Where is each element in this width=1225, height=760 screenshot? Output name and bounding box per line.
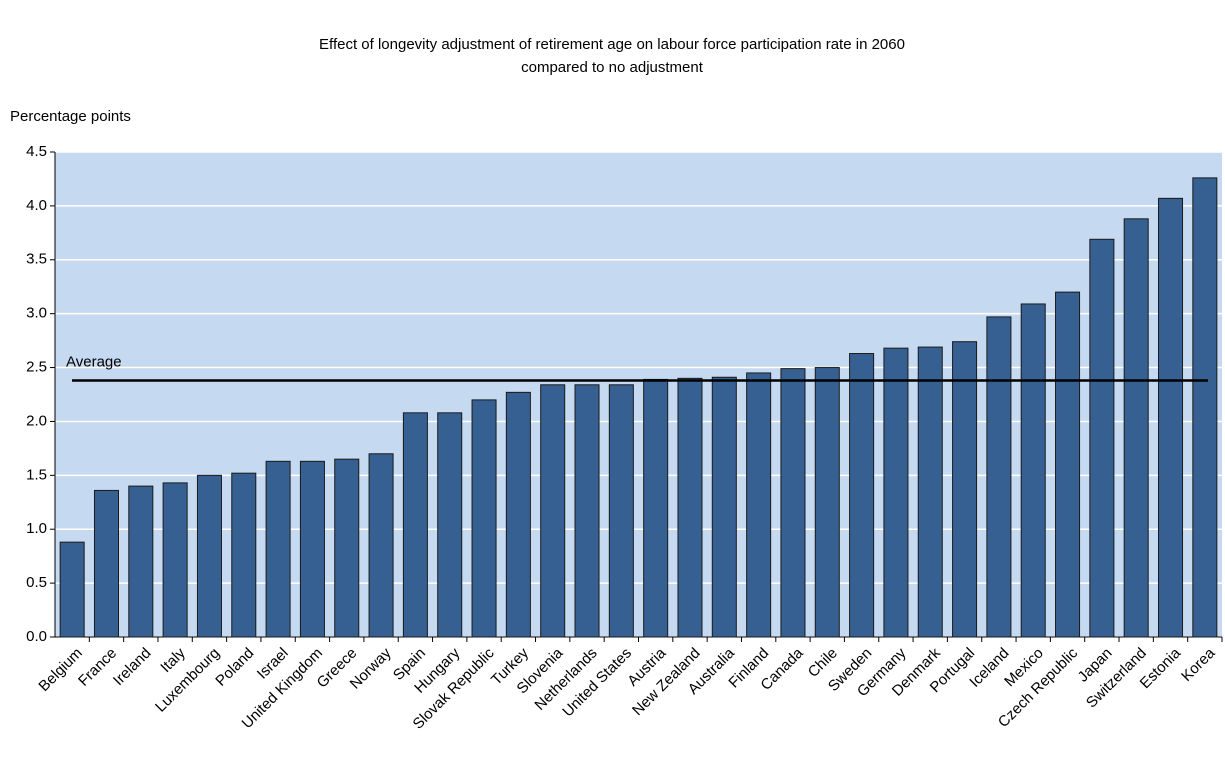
bar [231,472,257,638]
y-tick-label: 3.5 [26,251,47,268]
y-tick-label: 1.0 [26,520,47,537]
bar [334,458,360,638]
bar [952,341,978,638]
bar [643,378,669,638]
y-tick-label: 4.0 [26,197,47,214]
bar [814,367,840,638]
chart-subtitle: compared to no adjustment [521,59,704,76]
bar [849,353,875,638]
y-tick-label: 4.5 [26,143,47,160]
bar [471,399,497,638]
bar [540,384,566,638]
bar [265,460,291,638]
x-tick-label: Poland [212,645,257,690]
bar [711,376,737,638]
x-tick-label: Ireland [110,645,154,689]
bar [505,391,531,638]
bar [1020,303,1046,638]
bar [1055,291,1081,638]
x-tick-label: Luxembourg [152,645,223,716]
y-axis-label: Percentage points [10,108,131,125]
bar [128,485,154,638]
bar [1158,197,1184,638]
x-tick-label: France [75,645,120,690]
x-tick-label: Belgium [35,645,85,695]
bar [1192,177,1218,638]
bar [1089,238,1115,638]
bar [608,384,634,638]
bar [574,384,600,638]
bar [93,489,119,638]
bar [368,453,394,638]
x-tick-label: Korea [1178,644,1219,685]
bar [1123,218,1149,638]
average-label: Average [66,353,122,370]
bar [402,412,428,638]
plot-area [55,152,1222,637]
bar [299,460,325,638]
y-tick-label: 2.0 [26,412,47,429]
bar [162,482,188,638]
y-tick-label: 2.5 [26,359,47,376]
bar [780,368,806,638]
y-tick-label: 0.0 [26,628,47,645]
bar [986,316,1012,638]
y-tick-label: 3.0 [26,305,47,322]
chart-title: Effect of longevity adjustment of retire… [319,36,905,53]
y-tick-label: 1.5 [26,466,47,483]
bar [677,377,703,638]
bar [59,541,85,638]
bar [917,346,943,638]
y-tick-label: 0.5 [26,574,47,591]
bar [196,474,222,638]
bar [437,412,463,638]
bar [746,372,772,638]
bar [883,347,909,638]
